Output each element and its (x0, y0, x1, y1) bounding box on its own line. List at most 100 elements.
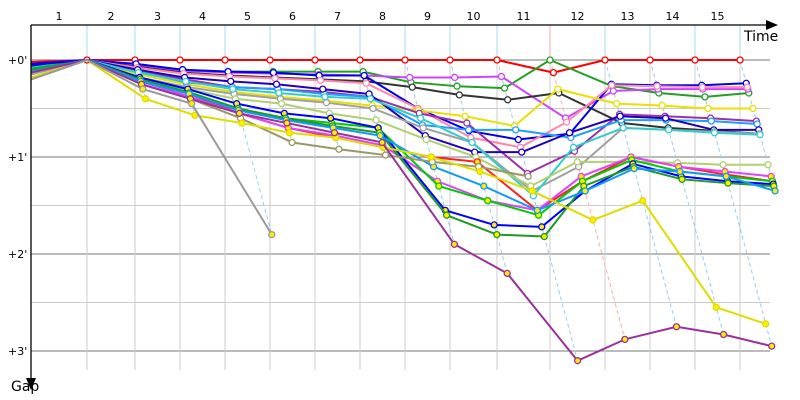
data-point (719, 330, 728, 339)
y-tick-label: +1' (8, 151, 27, 164)
data-point (504, 96, 512, 104)
data-point (691, 56, 699, 64)
data-point (616, 112, 624, 120)
data-point (476, 167, 484, 176)
series-line (30, 59, 740, 74)
data-point (182, 77, 190, 85)
data-point (524, 172, 532, 181)
data-point (311, 56, 319, 64)
series-22 (30, 59, 776, 365)
series-6 (30, 59, 751, 151)
data-point (283, 119, 291, 127)
data-point (630, 164, 638, 173)
data-point (278, 100, 286, 108)
data-point (406, 73, 414, 82)
data-point (378, 138, 386, 147)
x-tick-label: 13 (621, 10, 635, 23)
data-point (221, 56, 229, 64)
data-point (704, 104, 712, 113)
data-point (540, 232, 548, 241)
data-point (372, 116, 380, 124)
x-tick-label: 1 (56, 10, 63, 23)
data-point (722, 172, 730, 181)
data-point (573, 357, 582, 365)
data-point (326, 114, 335, 122)
y-tick-label: +0' (8, 54, 27, 67)
data-point (676, 167, 684, 176)
series-10 (30, 59, 763, 156)
lap-crossing-line (404, 59, 455, 245)
data-point (427, 153, 435, 161)
x-tick-label: 7 (334, 10, 341, 23)
series-line (30, 59, 759, 154)
data-point (356, 56, 364, 64)
x-tick-label: 14 (666, 10, 680, 23)
data-point (490, 221, 498, 229)
data-point (619, 124, 627, 132)
data-point (538, 223, 546, 231)
data-point (768, 342, 776, 350)
data-point (589, 216, 597, 224)
data-point (562, 118, 571, 126)
data-point (512, 126, 520, 134)
data-point (401, 56, 409, 64)
data-point (322, 99, 331, 107)
x-tick-label: 10 (467, 10, 481, 23)
data-point (381, 151, 390, 159)
axes: Time Gap (11, 20, 778, 395)
data-point (235, 109, 243, 117)
data-point (484, 196, 492, 205)
data-point (581, 187, 589, 195)
data-point (335, 145, 343, 153)
data-point (546, 56, 554, 64)
data-point (366, 95, 375, 103)
x-tick-label: 6 (289, 10, 296, 23)
data-point (269, 68, 278, 77)
x-axis-arrow-icon (766, 20, 778, 30)
lap-crossing-line (649, 59, 725, 335)
grid (31, 25, 770, 370)
series-line (30, 59, 748, 120)
data-point (653, 82, 661, 90)
data-point (360, 71, 368, 80)
data-point (268, 230, 276, 239)
data-point (369, 104, 377, 113)
x-axis-label: Time (743, 29, 778, 45)
data-point (707, 117, 716, 125)
data-point (710, 129, 719, 137)
series-line (30, 59, 757, 175)
data-point (362, 79, 370, 87)
data-point (416, 114, 425, 122)
y-tick-label: +3' (8, 345, 27, 358)
data-point (288, 138, 296, 147)
data-point (639, 196, 647, 205)
data-point (408, 83, 416, 91)
series-line (30, 59, 748, 149)
x-tick-label: 3 (154, 10, 161, 23)
data-point (450, 240, 459, 248)
data-point (493, 230, 501, 239)
data-point (665, 126, 673, 134)
data-point (565, 129, 574, 137)
data-point (698, 83, 706, 91)
data-point (719, 161, 727, 169)
data-point (753, 120, 761, 128)
data-point (493, 56, 501, 64)
data-point (319, 85, 327, 93)
data-point (528, 187, 536, 195)
series-layer (30, 56, 779, 365)
data-point (549, 68, 558, 77)
data-point (435, 182, 443, 190)
data-point (451, 73, 459, 82)
data-point (736, 56, 744, 64)
data-point (500, 84, 509, 92)
data-point (321, 93, 329, 101)
data-point (764, 161, 772, 169)
data-point (229, 85, 237, 93)
data-point (497, 72, 506, 81)
data-point (188, 100, 196, 108)
data-point (461, 112, 469, 120)
data-point (316, 76, 325, 85)
data-point (139, 85, 147, 93)
